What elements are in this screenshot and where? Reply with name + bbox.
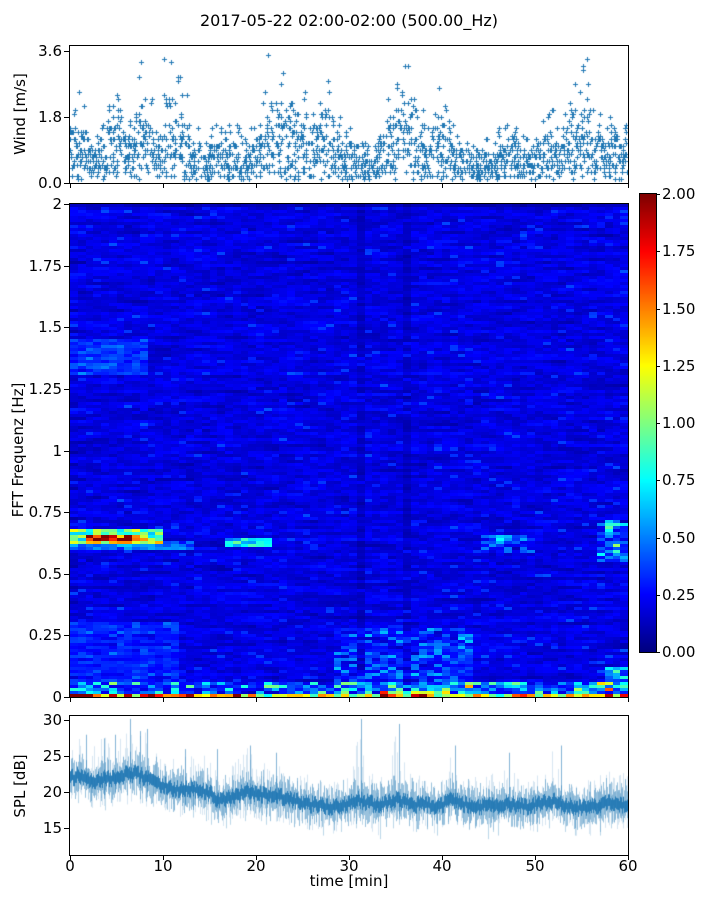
xtick bbox=[349, 856, 350, 860]
colorbar-tick-label: 1.25 bbox=[662, 357, 696, 375]
colorbar-tick bbox=[656, 652, 660, 653]
colorbar-tick bbox=[656, 480, 660, 481]
spectrogram-ytick-label: 1.25 bbox=[28, 380, 62, 398]
xtick bbox=[442, 698, 443, 702]
colorbar-tick bbox=[656, 366, 660, 367]
spectrogram-ytick-label: 0.25 bbox=[28, 626, 62, 644]
wind-ytick-label: 1.8 bbox=[38, 108, 62, 126]
xtick bbox=[70, 856, 71, 860]
spectrogram-ytick bbox=[64, 574, 69, 575]
x-tick-label: 40 bbox=[432, 857, 452, 875]
xtick bbox=[535, 698, 536, 702]
colorbar-tick-label: 0.00 bbox=[662, 643, 696, 661]
colorbar-tick bbox=[656, 595, 660, 596]
x-tick-label: 30 bbox=[339, 857, 359, 875]
colorbar-tick-label: 1.50 bbox=[662, 300, 696, 318]
spectrogram-ytick bbox=[64, 266, 69, 267]
colorbar-tick-label: 0.75 bbox=[662, 471, 696, 489]
spl-ytick bbox=[64, 720, 69, 721]
xtick bbox=[349, 698, 350, 702]
spl-ytick bbox=[64, 792, 69, 793]
xtick bbox=[163, 856, 164, 860]
colorbar bbox=[639, 193, 657, 653]
xtick bbox=[535, 184, 536, 188]
spectrogram-ytick bbox=[64, 697, 69, 698]
x-tick-label: 60 bbox=[618, 857, 638, 875]
colorbar-tick bbox=[656, 423, 660, 424]
xtick bbox=[628, 184, 629, 188]
xtick bbox=[163, 698, 164, 702]
spl-line-canvas bbox=[70, 716, 628, 855]
spectrogram-ytick bbox=[64, 635, 69, 636]
wind-ytick bbox=[64, 117, 69, 118]
colorbar-tick bbox=[656, 538, 660, 539]
x-tick-label: 0 bbox=[65, 857, 75, 875]
figure-title: 2017-05-22 02:00-02:00 (500.00_Hz) bbox=[199, 11, 499, 30]
xtick bbox=[70, 698, 71, 702]
spl-panel bbox=[69, 715, 629, 856]
colorbar-gradient-canvas bbox=[640, 194, 656, 652]
xtick bbox=[535, 856, 536, 860]
spectrogram-ytick-label: 0 bbox=[52, 688, 62, 706]
spectrogram-heatmap-canvas bbox=[70, 204, 628, 697]
spl-ytick-label: 15 bbox=[42, 819, 62, 837]
spectrogram-ytick bbox=[64, 204, 69, 205]
xtick bbox=[628, 698, 629, 702]
spl-ytick-label: 30 bbox=[42, 711, 62, 729]
wind-ytick bbox=[64, 183, 69, 184]
x-tick-label: 20 bbox=[246, 857, 266, 875]
x-tick-label: 10 bbox=[153, 857, 173, 875]
wind-ytick-label: 0.0 bbox=[38, 174, 62, 192]
spectrogram-ytick-label: 2 bbox=[52, 195, 62, 213]
xtick bbox=[163, 184, 164, 188]
spectrogram-ytick-label: 0.5 bbox=[38, 565, 62, 583]
colorbar-tick-label: 0.25 bbox=[662, 586, 696, 604]
wind-panel bbox=[69, 45, 629, 184]
xtick bbox=[442, 184, 443, 188]
xtick bbox=[349, 184, 350, 188]
spectrogram-panel bbox=[69, 203, 629, 698]
colorbar-tick bbox=[656, 194, 660, 195]
xtick bbox=[256, 698, 257, 702]
wind-ytick-label: 3.6 bbox=[38, 42, 62, 60]
spectrogram-ytick bbox=[64, 451, 69, 452]
x-tick-label: 50 bbox=[525, 857, 545, 875]
colorbar-tick-label: 2.00 bbox=[662, 185, 696, 203]
spl-ytick bbox=[64, 828, 69, 829]
spectrogram-ytick bbox=[64, 389, 69, 390]
wind-scatter-canvas bbox=[70, 46, 628, 183]
spectrogram-ytick bbox=[64, 327, 69, 328]
x-axis-label: time [min] bbox=[309, 872, 389, 890]
spectrogram-ytick-label: 1.75 bbox=[28, 257, 62, 275]
colorbar-tick-label: 1.75 bbox=[662, 242, 696, 260]
xtick bbox=[442, 856, 443, 860]
spl-ytick-label: 25 bbox=[42, 747, 62, 765]
xtick bbox=[256, 856, 257, 860]
colorbar-tick-label: 0.50 bbox=[662, 529, 696, 547]
spectrogram-ytick-label: 1 bbox=[52, 442, 62, 460]
colorbar-tick-label: 1.00 bbox=[662, 414, 696, 432]
spectrogram-ytick-label: 0.75 bbox=[28, 503, 62, 521]
spectrogram-ytick-label: 1.5 bbox=[38, 318, 62, 336]
xtick bbox=[256, 184, 257, 188]
colorbar-tick bbox=[656, 251, 660, 252]
spectrogram-ytick bbox=[64, 512, 69, 513]
xtick bbox=[70, 184, 71, 188]
spl-ytick bbox=[64, 756, 69, 757]
colorbar-tick bbox=[656, 309, 660, 310]
spl-ytick-label: 20 bbox=[42, 783, 62, 801]
xtick bbox=[628, 856, 629, 860]
wind-ytick bbox=[64, 51, 69, 52]
